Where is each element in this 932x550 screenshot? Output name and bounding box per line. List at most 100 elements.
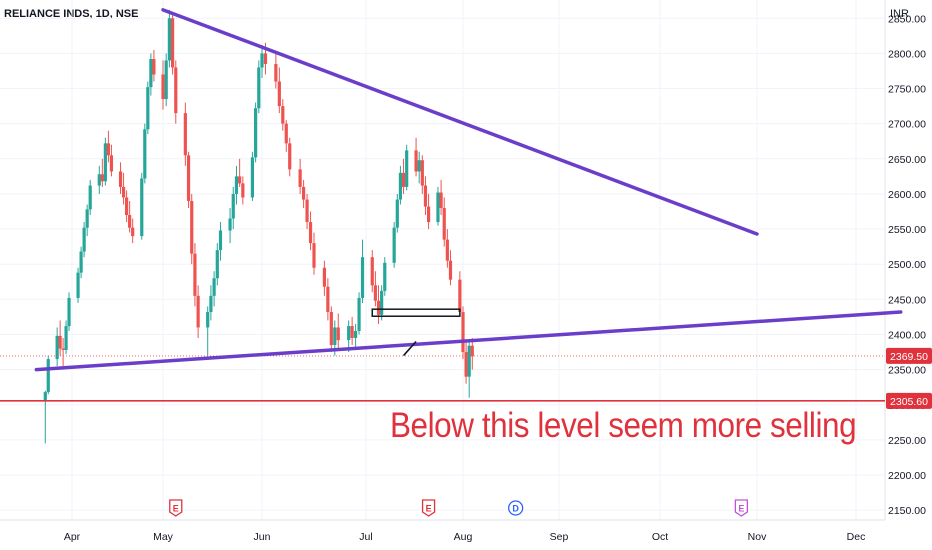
- candle-body: [470, 345, 474, 357]
- candle-body: [414, 150, 418, 172]
- x-tick-label: Aug: [454, 531, 473, 543]
- earnings-marker: [169, 499, 183, 517]
- annotation-text: Below this level seem more selling: [390, 406, 857, 445]
- candle-body: [118, 171, 123, 187]
- event-marker-letter: E: [173, 504, 179, 514]
- candle-body: [228, 218, 232, 231]
- candle-body: [131, 227, 135, 237]
- dividend-marker: [507, 500, 524, 516]
- candle-body: [336, 327, 340, 341]
- candle-body: [420, 160, 424, 186]
- consolidation-box: [371, 308, 461, 317]
- candle-body: [426, 206, 431, 223]
- candle-body: [302, 186, 306, 200]
- candle-body: [82, 227, 86, 252]
- candle-body: [164, 60, 168, 100]
- candle-body: [442, 208, 446, 240]
- earnings-marker: [734, 499, 749, 517]
- candle-body: [209, 295, 213, 312]
- candle-body: [76, 272, 80, 298]
- candle-body: [288, 143, 292, 170]
- y-tick-label: 2350.00: [888, 365, 926, 377]
- candle-body: [149, 59, 153, 88]
- y-tick-label: 2150.00: [888, 505, 926, 517]
- candle-body: [106, 143, 110, 156]
- candle-body: [103, 143, 107, 182]
- candle-body: [322, 267, 326, 287]
- candle-body: [398, 172, 403, 200]
- candle-body: [373, 285, 377, 301]
- candle-body: [128, 215, 132, 228]
- x-tick-label: Sep: [550, 531, 569, 543]
- event-marker-letter: E: [426, 504, 432, 514]
- candle-body: [333, 327, 337, 346]
- currency-label: INR: [890, 8, 909, 20]
- candle-body: [281, 106, 285, 124]
- candle-body: [274, 63, 278, 82]
- y-tick-label: 2500.00: [888, 259, 926, 271]
- candle-body: [167, 18, 171, 61]
- resistance-trendline: [161, 8, 759, 236]
- candle-body: [125, 197, 129, 216]
- candle-body: [284, 123, 288, 144]
- support-trendline: [34, 310, 903, 372]
- candle-body: [212, 278, 216, 296]
- candle-body: [140, 178, 144, 237]
- candle-body: [250, 157, 255, 198]
- candle-body: [445, 239, 449, 261]
- chart-title: RELIANCE INDS, 1D, NSE: [4, 8, 139, 20]
- y-tick-label: 2850.00: [888, 13, 926, 25]
- candle-body: [143, 129, 147, 179]
- candle-body: [257, 67, 261, 109]
- candle-body: [183, 113, 187, 156]
- candle-body: [46, 359, 50, 393]
- x-tick-label: Dec: [847, 531, 866, 543]
- candle-body: [347, 326, 351, 341]
- x-tick-label: May: [153, 531, 174, 543]
- candle-body: [467, 345, 471, 377]
- candle-body: [370, 257, 374, 286]
- candle-body: [161, 74, 165, 100]
- candle-body: [277, 81, 281, 107]
- candle-body: [218, 230, 223, 251]
- candle-body: [215, 250, 219, 279]
- candle-body: [196, 295, 200, 328]
- x-tick-label: Jun: [254, 531, 271, 543]
- candle-body: [61, 348, 65, 350]
- candle-body: [354, 330, 358, 338]
- candle-body: [88, 185, 92, 210]
- candle-body: [305, 199, 309, 223]
- candle-body: [260, 53, 264, 68]
- candle-body: [100, 174, 104, 182]
- candle-body: [55, 335, 59, 360]
- candle-body: [67, 297, 71, 327]
- candle-body: [58, 335, 62, 349]
- candle-body: [241, 183, 245, 198]
- candle-body: [186, 155, 191, 201]
- candle-body: [357, 297, 361, 331]
- candle-body: [146, 87, 150, 130]
- candle-body: [170, 18, 175, 68]
- candle-body: [383, 262, 387, 291]
- candle-body: [439, 192, 443, 208]
- candle-body: [43, 392, 47, 402]
- candle-body: [238, 176, 242, 184]
- candle-body: [312, 243, 316, 268]
- candle-body: [392, 227, 396, 263]
- y-tick-label: 2250.00: [888, 435, 926, 447]
- candle-body: [417, 160, 421, 172]
- candle-body: [121, 186, 126, 198]
- candle-body: [329, 312, 333, 346]
- candle-body: [79, 251, 83, 273]
- candle-body: [298, 169, 302, 187]
- candle-body: [190, 200, 194, 254]
- x-tick-label: Jul: [359, 531, 372, 543]
- candle-body: [423, 185, 428, 207]
- candle-body: [380, 290, 384, 315]
- candle-body: [405, 150, 409, 187]
- candle-body: [193, 253, 197, 296]
- last-price-label: 2369.50: [890, 351, 928, 363]
- candle-body: [461, 312, 465, 353]
- candle-body: [97, 174, 101, 186]
